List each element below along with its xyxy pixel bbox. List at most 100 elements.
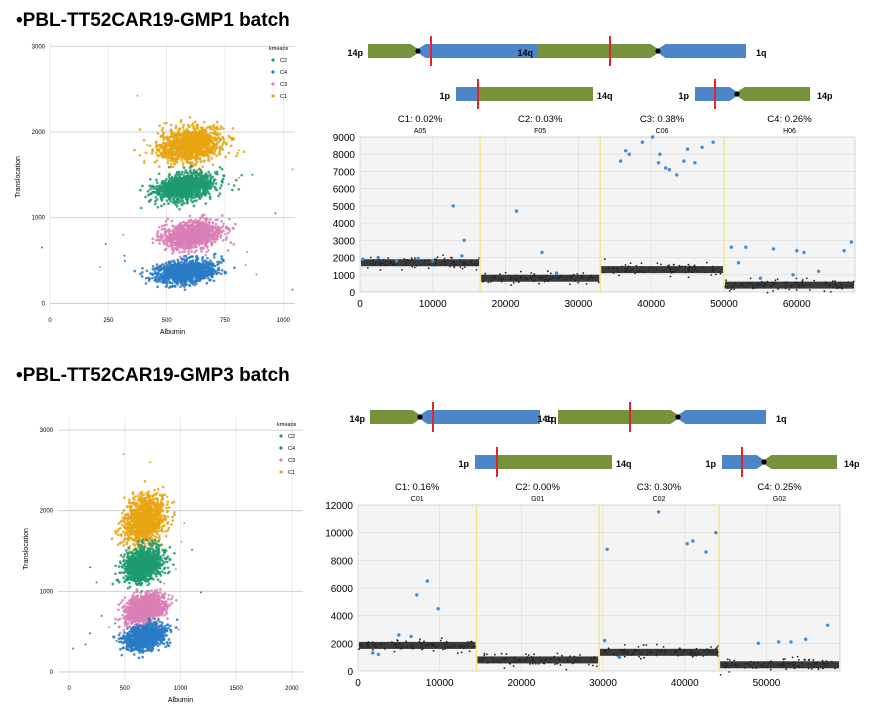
- data-point: [158, 143, 162, 147]
- data-point: [188, 194, 191, 198]
- x-tick-label: 40000: [637, 299, 665, 310]
- data-point: [224, 232, 227, 236]
- droplet-point: [378, 262, 381, 265]
- droplet-point: [589, 276, 592, 279]
- data-point: [232, 184, 236, 187]
- legend-marker: [271, 82, 275, 86]
- data-point: [153, 191, 157, 194]
- data-point: [179, 120, 183, 124]
- droplet-point: [569, 283, 571, 286]
- droplet-point: [548, 278, 551, 281]
- x-tick-label: 10000: [419, 299, 447, 310]
- droplet-point: [461, 267, 464, 270]
- data-point: [224, 142, 228, 146]
- droplet-point: [618, 274, 620, 277]
- data-point: [142, 138, 146, 142]
- data-point: [161, 224, 164, 228]
- data-point: [192, 171, 196, 175]
- data-point: [196, 179, 199, 182]
- droplet-point: [763, 284, 766, 287]
- droplet-point: [393, 263, 396, 266]
- data-point: [211, 231, 215, 234]
- droplet-point: [484, 272, 487, 275]
- data-point: [171, 197, 175, 201]
- data-point: [159, 195, 163, 199]
- data-point: [170, 143, 174, 147]
- droplet-point: [530, 272, 533, 274]
- data-point: [187, 132, 191, 135]
- droplet-point: [442, 254, 444, 256]
- data-point: [203, 177, 207, 180]
- droplet-point: [684, 265, 687, 268]
- well-label: A05: [414, 128, 427, 135]
- data-point: [162, 202, 166, 206]
- data-point: [188, 255, 192, 259]
- data-point: [154, 238, 158, 242]
- droplet-point: [674, 267, 677, 270]
- data-point: [188, 283, 191, 287]
- data-point: [205, 251, 208, 254]
- positive-droplet: [554, 271, 559, 275]
- data-point: [183, 250, 187, 253]
- data-point: [183, 133, 187, 137]
- data-point: [183, 195, 187, 199]
- data-point: [235, 154, 238, 158]
- droplet-point: [747, 283, 750, 286]
- data-point: [194, 275, 198, 278]
- droplet-point: [530, 277, 533, 280]
- data-point: [175, 200, 178, 203]
- droplet-point: [733, 288, 735, 291]
- data-point: [218, 132, 222, 136]
- positive-droplet: [650, 135, 655, 139]
- data-point: [211, 140, 215, 144]
- chromosome-label: 14q: [517, 48, 533, 58]
- data-point: [122, 233, 125, 236]
- droplet-point: [624, 268, 627, 271]
- data-point: [200, 247, 203, 251]
- data-point: [213, 126, 217, 130]
- data-point: [202, 182, 206, 186]
- data-point: [163, 280, 166, 284]
- data-point: [159, 189, 162, 193]
- data-point: [141, 184, 144, 188]
- data-point: [170, 175, 174, 179]
- droplet-point: [387, 257, 390, 259]
- data-point: [180, 184, 183, 187]
- cluster-percent-label: C1: 0.02%: [398, 114, 443, 125]
- data-point: [206, 147, 210, 151]
- data-point: [165, 192, 169, 196]
- data-point: [173, 151, 177, 155]
- droplet-point: [369, 256, 372, 259]
- data-point: [182, 131, 186, 135]
- droplet-point: [447, 259, 449, 261]
- data-point: [194, 220, 197, 224]
- data-point: [182, 261, 185, 265]
- y-tick-label: 4000: [333, 219, 356, 230]
- droplet-point: [408, 259, 411, 262]
- positive-droplet: [802, 250, 806, 255]
- data-point: [204, 253, 208, 257]
- data-point: [151, 241, 155, 245]
- droplet-point: [755, 284, 758, 286]
- data-point: [178, 268, 181, 272]
- data-point: [174, 175, 177, 179]
- data-point: [194, 235, 198, 239]
- data-point: [163, 272, 167, 275]
- data-point: [205, 154, 209, 158]
- droplet-point: [655, 268, 658, 270]
- droplet-point: [472, 263, 475, 266]
- droplet-point: [711, 268, 713, 271]
- droplet-point: [850, 285, 853, 288]
- data-point: [189, 260, 193, 263]
- droplet-point: [403, 258, 406, 260]
- data-point: [194, 262, 197, 265]
- droplet-point: [569, 275, 572, 278]
- data-point: [201, 165, 205, 169]
- data-point: [240, 173, 244, 177]
- droplet-point: [649, 266, 651, 268]
- droplet-point: [533, 274, 536, 277]
- data-point: [161, 262, 165, 266]
- droplet-point: [459, 259, 462, 261]
- data-point: [208, 231, 211, 234]
- data-point: [154, 151, 158, 155]
